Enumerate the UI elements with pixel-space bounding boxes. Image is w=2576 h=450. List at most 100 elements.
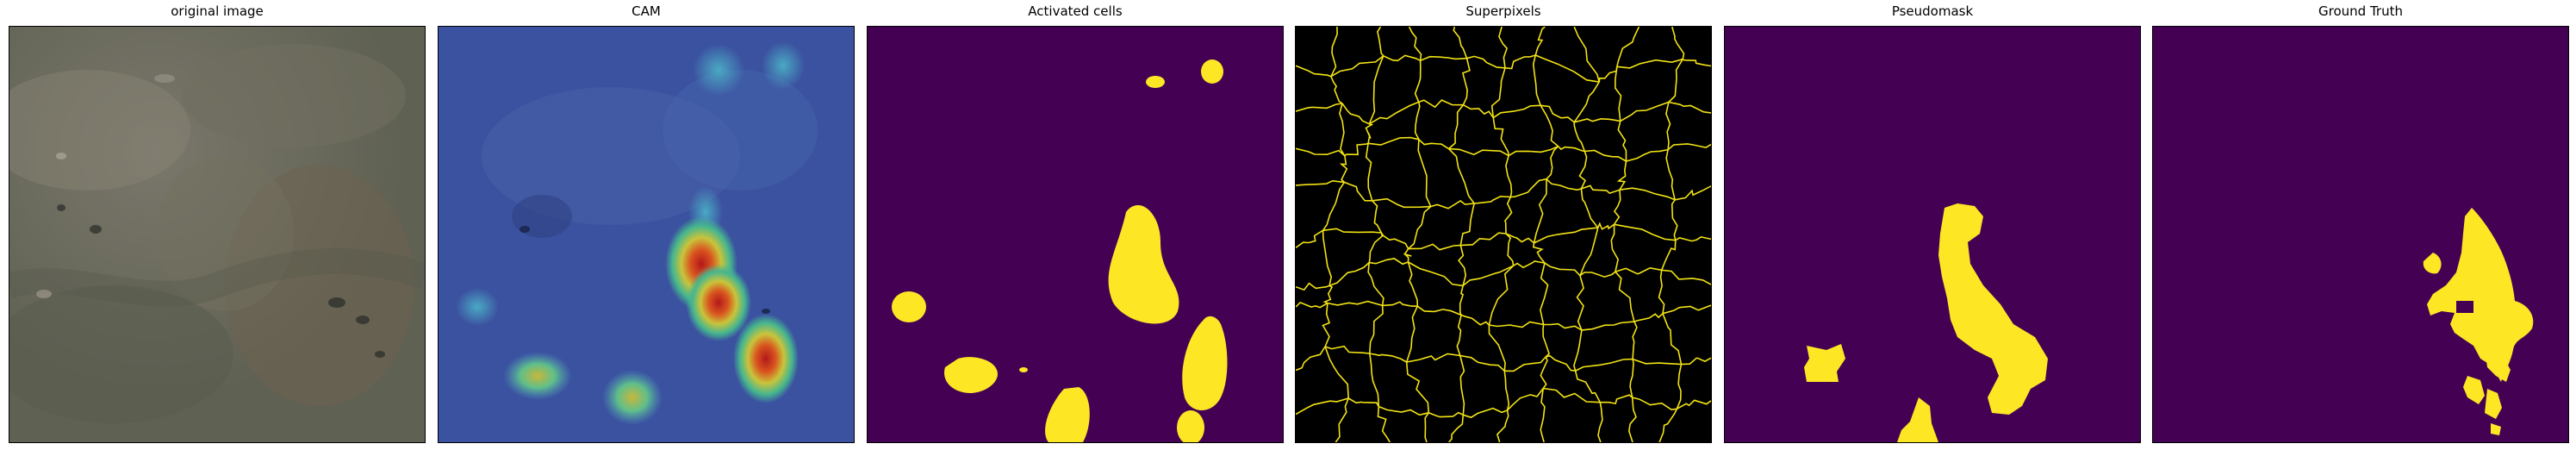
superpixel-boundary: [1545, 354, 1576, 372]
superpixel-boundary: [1322, 284, 1334, 304]
panel-title: Activated cells: [1028, 3, 1123, 19]
ground-truth-mask: [2152, 26, 2569, 443]
superpixel-boundary: [1676, 364, 1683, 409]
superpixel-boundary: [1344, 181, 1372, 202]
superpixel-boundary: [1461, 58, 1471, 106]
superpixel-boundary: [1619, 187, 1676, 201]
superpixel-boundary: [1322, 303, 1330, 347]
superpixel-boundary: [1573, 329, 1583, 372]
superpixel-boundary: [1368, 55, 1384, 125]
superpixel-boundary: [1614, 223, 1676, 241]
superpixel-boundary: [1620, 101, 1670, 122]
superpixel-boundary: [1330, 55, 1384, 78]
superpixel-boundary: [1365, 143, 1373, 202]
superpixel-boundary: [1534, 27, 1546, 56]
superpixel-boundary: [1459, 354, 1505, 372]
superpixel-boundary: [1533, 178, 1547, 244]
superpixel-boundary: [1463, 103, 1494, 119]
superpixel-boundary: [1632, 397, 1677, 411]
superpixel-boundary: [1380, 232, 1409, 249]
superpixel-boundary: [1418, 139, 1449, 150]
superpixel-boundary: [1405, 361, 1430, 413]
superpixel-boundary: [1369, 353, 1380, 407]
superpixel-boundary: [1414, 60, 1422, 103]
superpixel-boundary: [1378, 405, 1429, 416]
superpixel-boundary: [1540, 104, 1559, 147]
superpixel-boundary: [1459, 355, 1465, 416]
superpixel-boundary: [1369, 353, 1408, 363]
superpixel-boundary: [1344, 142, 1369, 157]
superpixel-boundary: [1546, 178, 1582, 191]
superpixel-boundary: [1447, 104, 1465, 150]
superpixel-boundary: [1584, 149, 1627, 162]
superpixel-boundary: [1573, 122, 1586, 152]
superpixel-boundary: [1341, 103, 1370, 125]
superpixel-boundary: [1597, 222, 1615, 230]
superpixel-boundary: [1626, 148, 1669, 162]
superpixel-boundary: [1504, 54, 1536, 70]
superpixel-boundary: [1534, 54, 1600, 83]
superpixel-boundary: [1488, 324, 1506, 372]
superpixel-boundary: [1575, 358, 1633, 372]
superpixel-boundary: [1579, 227, 1599, 277]
superpixel-boundary: [1296, 65, 1332, 78]
superpixel-boundary: [1534, 227, 1598, 244]
superpixel-boundary: [1372, 200, 1383, 234]
panel-ground-truth: Ground Truth: [2152, 0, 2569, 450]
superpixel-boundary: [1466, 55, 1506, 69]
superpixel-boundary: [1668, 101, 1711, 114]
superpixel-boundary: [1503, 197, 1513, 234]
superpixel-boundary: [1458, 245, 1467, 286]
superpixel-boundary: [1543, 322, 1583, 331]
superpixel-boundary: [1369, 305, 1384, 354]
panel-superpixels: Superpixels: [1295, 0, 1712, 450]
superpixel-boundary: [1532, 54, 1541, 106]
superpixel-boundary: [1403, 248, 1412, 263]
panel-activated-cells: Activated cells: [867, 0, 1284, 450]
superpixel-boundary: [1616, 160, 1627, 191]
superpixel-boundary: [1543, 387, 1601, 403]
superpixel-boundary: [1424, 412, 1429, 442]
superpixel-boundary: [1428, 411, 1464, 418]
superpixel-boundary: [1681, 357, 1711, 366]
superpixel-boundary: [1368, 136, 1420, 146]
superpixel-boundary: [1496, 409, 1509, 442]
superpixel-boundary: [1492, 104, 1541, 119]
superpixel-boundary: [1407, 261, 1419, 307]
superpixel-boundary: [1665, 102, 1671, 150]
superpixel-boundary: [1503, 371, 1510, 411]
superpixel-boundary: [1408, 206, 1432, 250]
superpixel-boundary: [1510, 178, 1547, 198]
superpixel-boundary: [1662, 304, 1711, 315]
superpixel-boundary: [1660, 240, 1677, 271]
superpixel-boundary: [1322, 230, 1333, 286]
superpixel-boundary: [1330, 76, 1343, 104]
superpixel-boundary: [1665, 149, 1676, 200]
superpixel-boundary: [1456, 315, 1462, 356]
superpixel-boundary: [1296, 397, 1349, 416]
original-image: [9, 26, 426, 443]
superpixel-boundary: [1573, 81, 1600, 123]
superpixel-boundary: [1405, 305, 1419, 363]
superpixel-boundary: [1616, 27, 1640, 67]
superpixel-boundary: [1574, 370, 1602, 403]
superpixel-boundary: [1615, 271, 1635, 322]
superpixel-boundary: [1674, 185, 1711, 201]
superpixel-boundary: [1430, 200, 1475, 209]
superpixel-boundary: [1632, 321, 1638, 359]
superpixel-boundary: [1372, 197, 1431, 209]
superpixel-boundary: [1581, 184, 1621, 195]
superpixel-boundary: [1416, 305, 1462, 316]
superpixel-boundary: [1296, 282, 1330, 291]
superpixel-boundary: [1504, 356, 1546, 372]
superpixel-boundary: [1505, 155, 1513, 197]
superpixel-boundary: [1368, 232, 1384, 263]
panel-title: Pseudomask: [1891, 3, 1974, 19]
superpixel-boundary: [1324, 346, 1349, 399]
panel-title: Ground Truth: [2318, 3, 2403, 19]
pseudomask: [1724, 26, 2141, 443]
superpixel-boundary: [1460, 232, 1507, 247]
panel-pseudomask: Pseudomask: [1724, 0, 2141, 450]
superpixel-boundary: [1460, 314, 1490, 326]
